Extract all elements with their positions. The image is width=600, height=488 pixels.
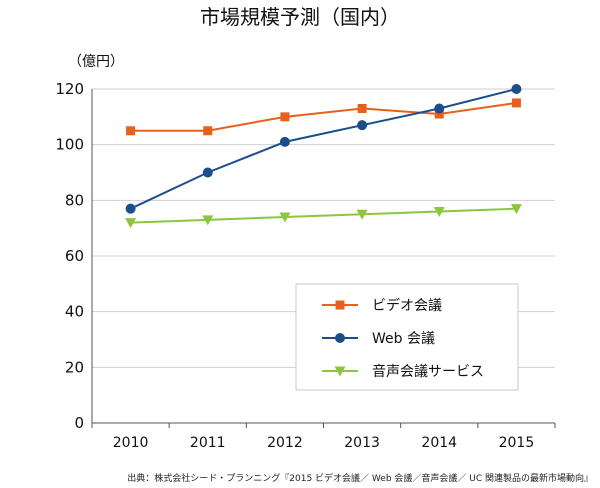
series-line <box>130 101 517 132</box>
x-tick-label: 2012 <box>267 435 303 451</box>
legend-swatch-marker <box>335 300 345 310</box>
data-point <box>434 103 445 114</box>
legend-label: 音声会議サービス <box>372 363 484 380</box>
legend-label: Web 会議 <box>372 330 435 347</box>
data-point <box>357 103 367 113</box>
x-tick-label: 2011 <box>190 435 226 451</box>
legend-item: 音声会議サービス <box>322 363 484 380</box>
series-group <box>125 84 522 229</box>
data-point <box>357 120 368 131</box>
data-point <box>126 126 136 136</box>
series-2 <box>125 204 522 229</box>
data-point <box>202 215 214 226</box>
data-point <box>203 126 213 136</box>
data-point <box>356 209 368 220</box>
series-line <box>130 88 517 210</box>
x-tick-label: 2015 <box>499 435 535 451</box>
data-point <box>125 203 136 214</box>
y-tick-label: 100 <box>55 136 84 154</box>
y-tick-label: 0 <box>74 414 84 432</box>
data-point <box>280 112 290 122</box>
legend-item: ビデオ会議 <box>322 297 442 314</box>
data-point <box>433 206 445 217</box>
y-tick-label: 80 <box>65 191 84 209</box>
source-note: 出典：株式会社シード・プランニング『2015 ビデオ会議／ Web 会議／音声会… <box>127 472 593 484</box>
legend-swatch-marker <box>335 333 345 343</box>
x-tick-label: 2010 <box>113 435 149 451</box>
y-tick-label: 60 <box>65 247 84 265</box>
series-0 <box>126 98 521 136</box>
data-point <box>279 136 290 147</box>
y-tick-label: 40 <box>65 303 84 321</box>
x-tick-label: 2014 <box>421 435 457 451</box>
legend-label: ビデオ会議 <box>372 297 442 314</box>
data-point <box>279 212 291 223</box>
data-point <box>511 98 521 108</box>
x-axis-ticks: 2010 2011 2012 2013 2014 2015 <box>113 435 534 451</box>
legend-item: Web 会議 <box>322 330 435 347</box>
gridlines <box>91 88 556 428</box>
y-axis-ticks: 0 20 40 60 80 100 120 <box>55 80 84 432</box>
x-tick-label: 2013 <box>344 435 380 451</box>
y-tick-label: 20 <box>65 358 84 376</box>
data-point <box>510 204 522 215</box>
legend-swatch-marker <box>334 366 346 377</box>
data-point <box>202 167 213 178</box>
data-point <box>434 109 444 119</box>
data-point <box>125 218 137 229</box>
y-axis-unit-label: （億円） <box>68 54 124 70</box>
data-point <box>511 84 522 94</box>
series-1 <box>125 84 522 214</box>
chart-title: 市場規模予測（国内） <box>200 5 400 29</box>
series-line <box>130 207 517 224</box>
y-tick-label: 120 <box>55 80 84 98</box>
